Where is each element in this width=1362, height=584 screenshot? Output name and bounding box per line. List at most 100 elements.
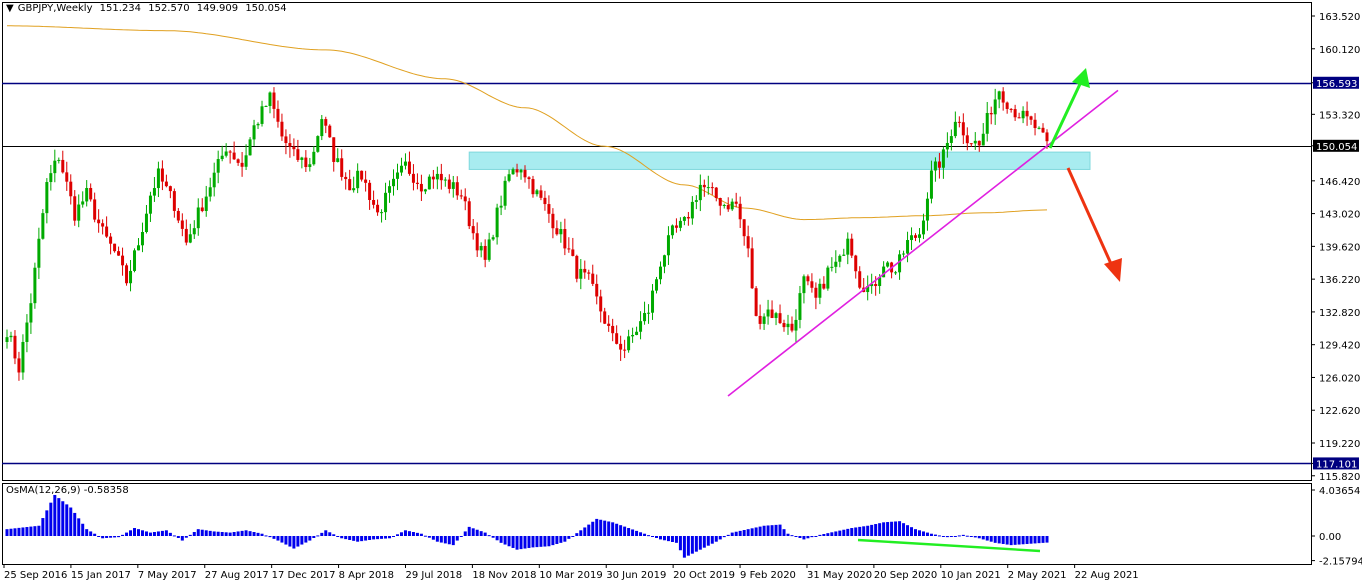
candle-body bbox=[352, 188, 356, 191]
osma-bar bbox=[551, 536, 555, 546]
candle-body bbox=[407, 161, 411, 174]
collapse-triangle-icon[interactable]: ▼ bbox=[6, 3, 14, 14]
candle-body bbox=[814, 287, 818, 298]
osma-bar bbox=[129, 530, 133, 536]
osma-bar bbox=[710, 536, 714, 544]
candle-body bbox=[878, 277, 882, 287]
candle-body bbox=[726, 204, 730, 210]
osma-bar bbox=[427, 536, 431, 538]
candle-body bbox=[910, 235, 914, 241]
osma-bar bbox=[917, 530, 921, 536]
osma-bar bbox=[264, 535, 268, 537]
open-value: 151.234 bbox=[99, 3, 142, 14]
candle-body bbox=[786, 323, 790, 328]
osma-tick-label: 4.03654 bbox=[1319, 486, 1360, 497]
osma-bar bbox=[503, 536, 507, 545]
candle-body bbox=[57, 159, 61, 161]
candle-body bbox=[551, 213, 555, 229]
osma-bar bbox=[1021, 536, 1025, 545]
osma-bar bbox=[834, 531, 838, 536]
candle-body bbox=[81, 201, 85, 205]
candle-body bbox=[5, 337, 9, 342]
candle-body bbox=[224, 151, 228, 156]
candle-body bbox=[682, 216, 686, 221]
up-arrow-shaft bbox=[1048, 83, 1082, 149]
candle-body bbox=[160, 168, 164, 182]
osma-bar bbox=[786, 533, 790, 536]
osma-bar bbox=[579, 530, 583, 536]
candle-body bbox=[292, 146, 296, 150]
candle-body bbox=[794, 319, 798, 331]
osma-bar bbox=[587, 524, 591, 536]
osma-bar bbox=[666, 536, 670, 542]
low-value: 149.909 bbox=[196, 3, 239, 14]
candle-body bbox=[308, 164, 312, 168]
osma-bar bbox=[798, 536, 802, 538]
candle-body bbox=[288, 143, 292, 147]
candle-body bbox=[670, 225, 674, 236]
candle-body bbox=[399, 165, 403, 173]
candle-body bbox=[933, 161, 937, 171]
candle-body bbox=[252, 125, 256, 140]
price-level-label: 150.054 bbox=[1316, 142, 1357, 153]
candle-body bbox=[220, 155, 224, 160]
candle-body bbox=[89, 187, 93, 200]
candle-body bbox=[798, 293, 802, 320]
date-tick-label: 17 Dec 2017 bbox=[272, 570, 336, 581]
candle-body bbox=[531, 179, 535, 195]
osma-bar bbox=[535, 536, 539, 548]
candle-body bbox=[455, 182, 459, 196]
osma-bar bbox=[368, 536, 372, 540]
candle-body bbox=[61, 159, 65, 173]
candle-body bbox=[523, 169, 527, 178]
candle-body bbox=[300, 157, 304, 160]
osma-bar bbox=[13, 528, 17, 536]
candle-body bbox=[348, 179, 352, 191]
candle-body bbox=[635, 331, 639, 335]
candle-body bbox=[356, 170, 360, 189]
osma-bar bbox=[388, 536, 392, 539]
osma-bar bbox=[770, 525, 774, 536]
candle-body bbox=[109, 236, 113, 244]
osma-bar bbox=[392, 536, 396, 537]
osma-bar bbox=[407, 531, 411, 536]
up-arrow-head bbox=[1072, 68, 1090, 88]
osma-bar bbox=[906, 525, 910, 536]
osma-bar bbox=[511, 536, 515, 548]
price-level-label: 156.593 bbox=[1316, 79, 1357, 90]
candle-body bbox=[754, 288, 758, 316]
osma-bar bbox=[85, 529, 89, 536]
projection-arrows bbox=[1048, 68, 1122, 282]
price-level-badge bbox=[1313, 139, 1359, 152]
candle-body bbox=[690, 201, 694, 219]
osma-bar bbox=[352, 536, 356, 541]
osma-bar bbox=[734, 531, 738, 536]
candle-body bbox=[312, 151, 316, 165]
osma-bar bbox=[802, 536, 806, 540]
candle-body bbox=[284, 136, 288, 144]
candle-body bbox=[380, 212, 384, 214]
osma-bar bbox=[1017, 536, 1021, 545]
osma-bar bbox=[989, 536, 993, 542]
candle-body bbox=[272, 92, 276, 109]
candle-body bbox=[304, 157, 308, 168]
candle-body bbox=[921, 220, 925, 235]
osma-bar bbox=[220, 532, 224, 536]
price-tick-label: 119.220 bbox=[1319, 439, 1360, 450]
osma-bar bbox=[690, 536, 694, 554]
candle-body bbox=[320, 119, 324, 137]
candle-body bbox=[655, 279, 659, 291]
date-axis: 25 Sep 2016 15 Jan 2017 7 May 2017 27 Aug 2… bbox=[3, 564, 1139, 581]
osma-bar bbox=[447, 536, 451, 545]
osma-bar bbox=[1005, 536, 1009, 545]
osma-bar bbox=[109, 536, 113, 538]
candle-body bbox=[925, 198, 929, 221]
candle-body bbox=[698, 184, 702, 201]
osma-bar bbox=[583, 527, 587, 536]
price-tick-label: 160.120 bbox=[1319, 45, 1360, 56]
date-tick-label: 22 Aug 2021 bbox=[1075, 570, 1139, 581]
candle-body bbox=[487, 239, 491, 260]
trendline[interactable] bbox=[727, 89, 1119, 397]
candle-body bbox=[1029, 116, 1033, 120]
